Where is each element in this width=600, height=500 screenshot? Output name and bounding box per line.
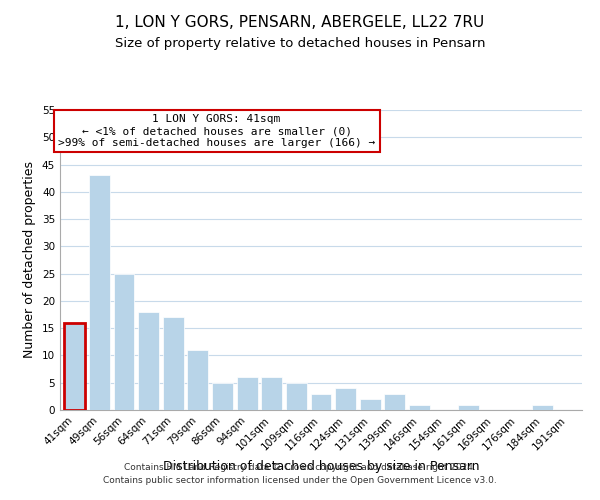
Bar xyxy=(385,394,406,410)
Bar xyxy=(335,388,356,410)
Text: Size of property relative to detached houses in Pensarn: Size of property relative to detached ho… xyxy=(115,38,485,51)
Bar xyxy=(163,318,184,410)
Bar xyxy=(138,312,159,410)
Bar xyxy=(409,404,430,410)
Bar xyxy=(532,404,553,410)
Text: Contains HM Land Registry data © Crown copyright and database right 2024.: Contains HM Land Registry data © Crown c… xyxy=(124,462,476,471)
Bar xyxy=(360,399,381,410)
Bar xyxy=(187,350,208,410)
Bar xyxy=(64,322,85,410)
Bar xyxy=(286,382,307,410)
Bar xyxy=(89,176,110,410)
Bar xyxy=(113,274,134,410)
Text: 1 LON Y GORS: 41sqm
← <1% of detached houses are smaller (0)
>99% of semi-detach: 1 LON Y GORS: 41sqm ← <1% of detached ho… xyxy=(58,114,375,148)
Bar xyxy=(311,394,331,410)
X-axis label: Distribution of detached houses by size in Pensarn: Distribution of detached houses by size … xyxy=(163,460,479,473)
Text: 1, LON Y GORS, PENSARN, ABERGELE, LL22 7RU: 1, LON Y GORS, PENSARN, ABERGELE, LL22 7… xyxy=(115,15,485,30)
Bar xyxy=(236,378,257,410)
Bar xyxy=(458,404,479,410)
Y-axis label: Number of detached properties: Number of detached properties xyxy=(23,162,37,358)
Bar xyxy=(212,382,233,410)
Bar xyxy=(261,378,282,410)
Text: Contains public sector information licensed under the Open Government Licence v3: Contains public sector information licen… xyxy=(103,476,497,485)
